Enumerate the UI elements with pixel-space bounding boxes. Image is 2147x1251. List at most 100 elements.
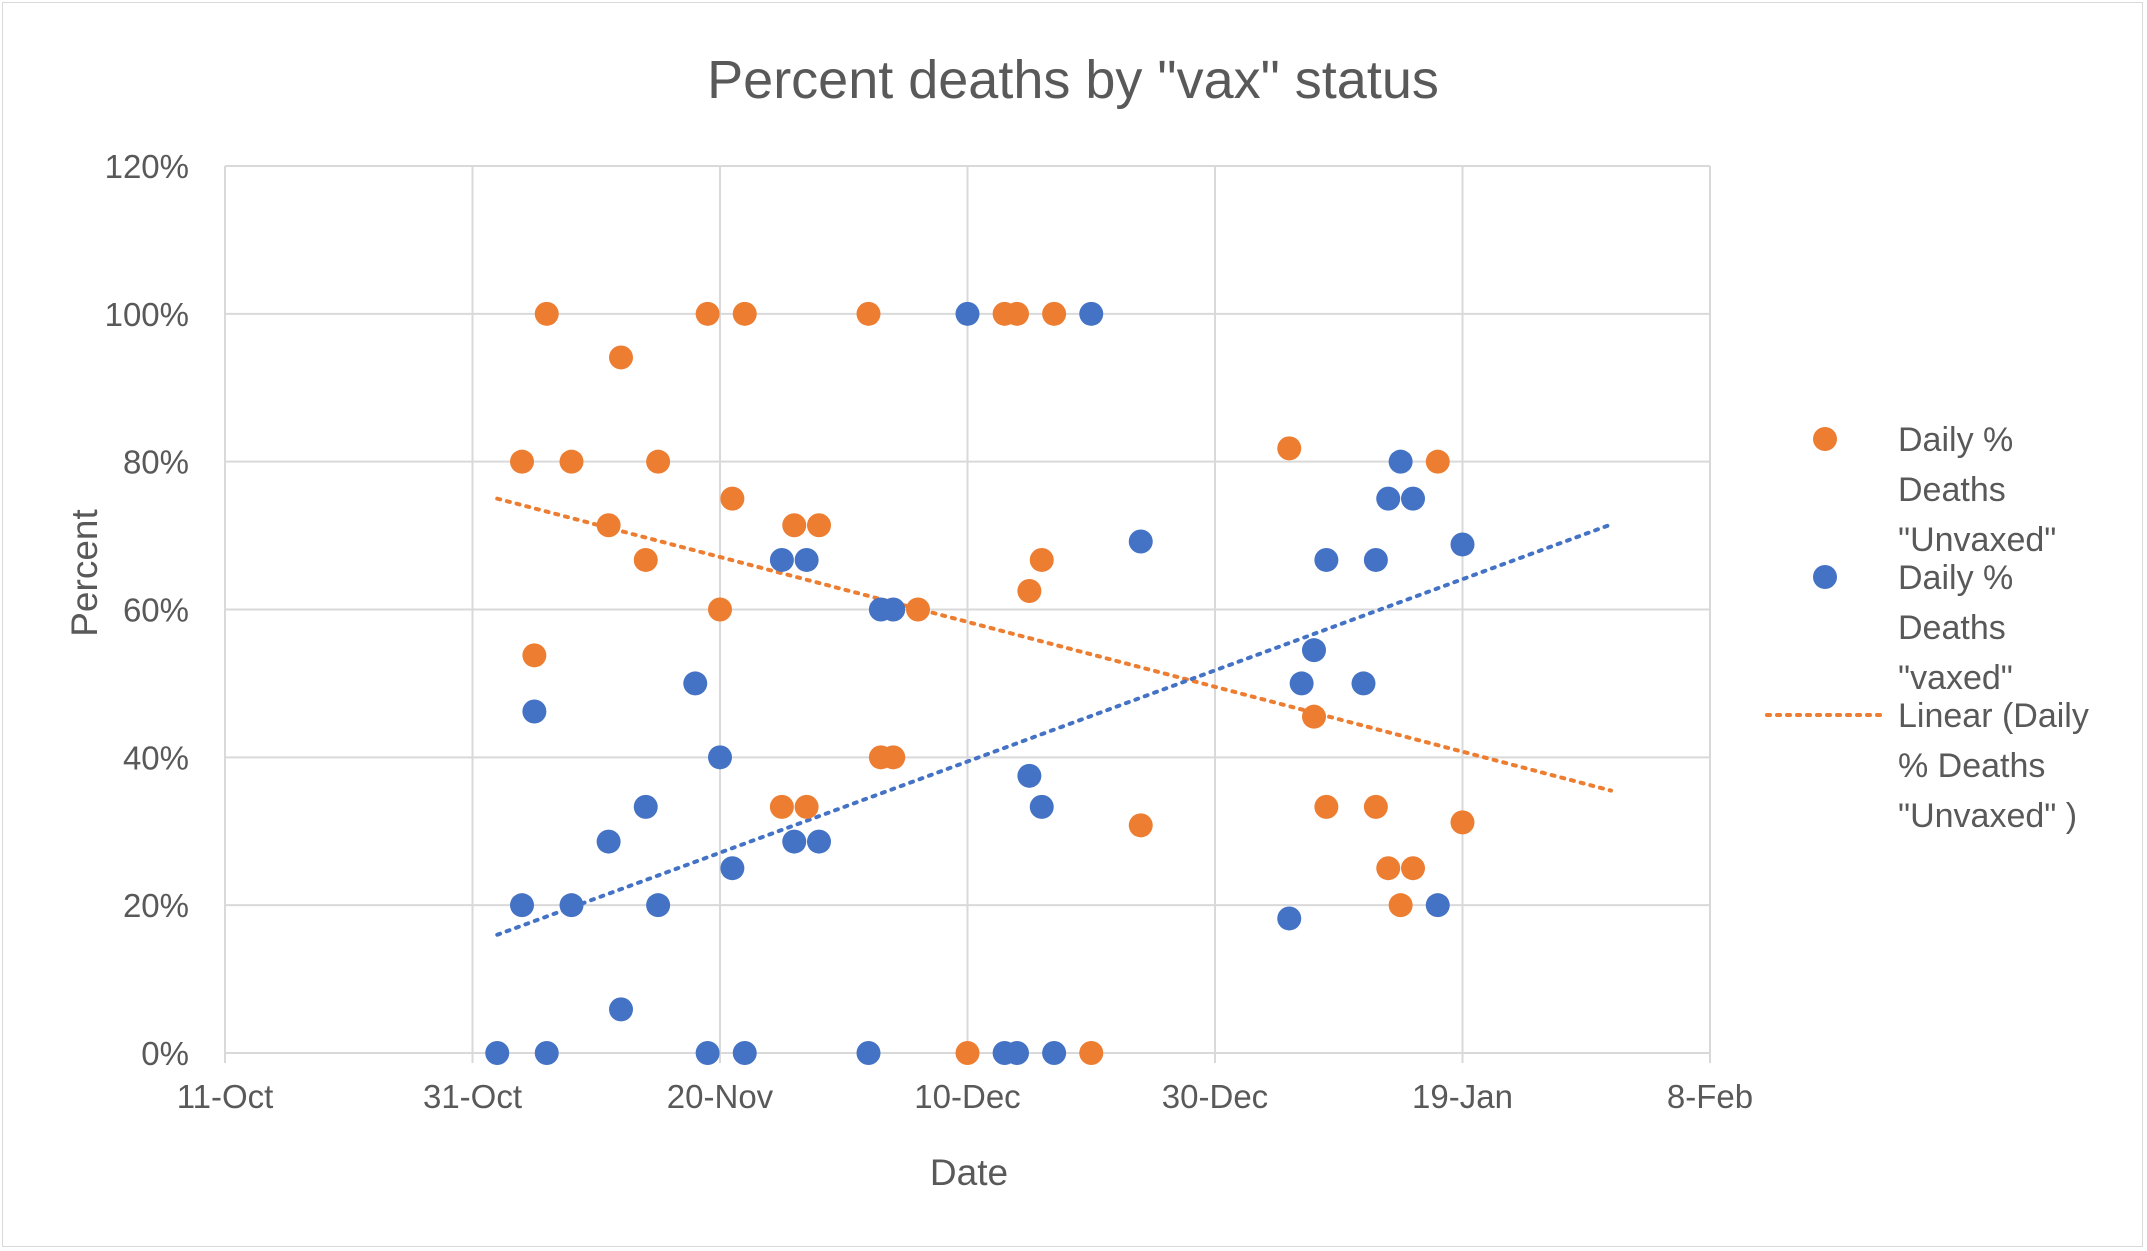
x-tick-label: 10-Dec — [914, 1078, 1020, 1115]
x-tick-label: 19-Jan — [1412, 1078, 1513, 1115]
data-point-unvaxed — [534, 301, 559, 326]
data-point-unvaxed — [769, 794, 794, 819]
legend-label-unvaxed: Daily % — [1898, 421, 2013, 459]
data-point-unvaxed — [695, 301, 720, 326]
axes: 0% 20% 40% 60% 80% 100% 120% 11-Oct 31-Oct 20-Nov… — [105, 148, 1754, 1115]
data-point-unvaxed — [782, 513, 807, 538]
data-point-unvaxed — [1017, 579, 1042, 604]
data-point-unvaxed — [720, 486, 745, 511]
data-point-unvaxed — [1401, 856, 1425, 881]
legend-label-trendline-unvaxed: Linear (Daily — [1898, 697, 2089, 735]
chart-title: Percent deaths by "vax" status — [707, 50, 1439, 110]
data-point-vaxed — [856, 1041, 881, 1065]
data-point-unvaxed — [633, 547, 658, 572]
data-point-unvaxed — [856, 301, 881, 326]
data-point-vaxed — [1005, 1041, 1029, 1065]
data-point-vaxed — [1029, 794, 1054, 819]
data-point-unvaxed — [1425, 449, 1450, 474]
x-tick-label: 20-Nov — [667, 1078, 774, 1115]
data-point-unvaxed — [1388, 893, 1413, 918]
grid-lines — [225, 165, 1711, 1053]
data-point-vaxed — [881, 597, 906, 622]
data-point-vaxed — [646, 893, 671, 918]
data-point-vaxed — [1401, 486, 1425, 511]
data-point-vaxed — [1128, 529, 1153, 554]
data-point-unvaxed — [955, 1041, 980, 1065]
data-point-vaxed — [732, 1041, 757, 1065]
y-tick-label: 0% — [141, 1035, 189, 1072]
data-point-vaxed — [1376, 486, 1401, 511]
legend-marker-vaxed — [1813, 565, 1837, 589]
data-point-vaxed — [807, 829, 831, 854]
legend-label-trendline-unvaxed: "Unvaxed" ) — [1898, 797, 2077, 835]
data-point-vaxed — [633, 794, 658, 819]
legend-marker-unvaxed — [1813, 427, 1837, 451]
x-tick-label: 31-Oct — [423, 1078, 522, 1115]
data-point-vaxed — [1042, 1041, 1067, 1065]
x-tick-label: 11-Oct — [177, 1078, 274, 1115]
data-point-vaxed — [485, 1041, 510, 1065]
data-point-unvaxed — [1029, 547, 1054, 572]
data-point-vaxed — [1302, 638, 1326, 663]
data-point-vaxed — [1351, 671, 1376, 696]
x-tick-label: 8-Feb — [1667, 1078, 1753, 1115]
y-axis-title: Percent — [64, 509, 105, 637]
data-point-unvaxed — [522, 643, 547, 668]
data-point-unvaxed — [1079, 1041, 1104, 1065]
data-point-vaxed — [522, 699, 547, 724]
legend: Daily %Deaths"Unvaxed"Daily %Deaths"vaxe… — [1765, 421, 2089, 835]
legend-label-unvaxed: "Unvaxed" — [1898, 521, 2056, 559]
data-point-unvaxed — [1005, 301, 1029, 326]
y-tick-label: 40% — [123, 739, 189, 776]
y-tick-label: 80% — [123, 444, 189, 481]
data-point-vaxed — [609, 997, 633, 1022]
data-point-vaxed — [1450, 532, 1475, 557]
data-point-vaxed — [1017, 763, 1042, 788]
data-point-vaxed — [1425, 893, 1450, 918]
data-point-unvaxed — [881, 745, 906, 770]
trendline-vaxed — [495, 522, 1613, 937]
y-tick-label: 60% — [123, 592, 189, 629]
data-point-unvaxed — [646, 449, 671, 474]
legend-label-vaxed: Deaths — [1898, 609, 2006, 647]
data-point-vaxed — [1277, 906, 1302, 931]
data-point-vaxed — [720, 856, 745, 881]
data-point-vaxed — [1388, 449, 1413, 474]
data-points — [485, 301, 1475, 1065]
data-point-unvaxed — [906, 597, 930, 622]
data-point-vaxed — [510, 893, 534, 918]
data-point-unvaxed — [596, 513, 621, 538]
data-point-unvaxed — [1363, 794, 1388, 819]
trendlines — [495, 496, 1613, 937]
data-point-vaxed — [1079, 301, 1104, 326]
legend-label-trendline-unvaxed: % Deaths — [1898, 747, 2045, 785]
data-point-vaxed — [794, 547, 819, 572]
data-point-vaxed — [1289, 671, 1314, 696]
data-point-unvaxed — [1302, 704, 1326, 729]
data-point-unvaxed — [807, 513, 831, 538]
data-point-vaxed — [708, 745, 732, 770]
data-point-vaxed — [1314, 547, 1339, 572]
data-point-vaxed — [559, 893, 584, 918]
data-point-unvaxed — [1376, 856, 1401, 881]
legend-label-unvaxed: Deaths — [1898, 471, 2006, 509]
data-point-vaxed — [596, 829, 621, 854]
y-tick-label: 120% — [105, 148, 189, 185]
y-tick-label: 100% — [105, 296, 189, 333]
data-point-vaxed — [769, 547, 794, 572]
data-point-unvaxed — [794, 794, 819, 819]
data-point-vaxed — [534, 1041, 559, 1065]
data-point-unvaxed — [559, 449, 584, 474]
data-point-vaxed — [782, 829, 807, 854]
data-point-unvaxed — [1042, 301, 1067, 326]
data-point-vaxed — [955, 301, 980, 326]
data-point-unvaxed — [1314, 794, 1339, 819]
data-point-unvaxed — [1128, 813, 1153, 838]
data-point-unvaxed — [732, 301, 757, 326]
y-tick-label: 20% — [123, 887, 189, 924]
data-point-unvaxed — [708, 597, 732, 622]
trendline-unvaxed — [495, 496, 1613, 793]
data-point-unvaxed — [1277, 436, 1302, 461]
x-tick-label: 30-Dec — [1162, 1078, 1268, 1115]
